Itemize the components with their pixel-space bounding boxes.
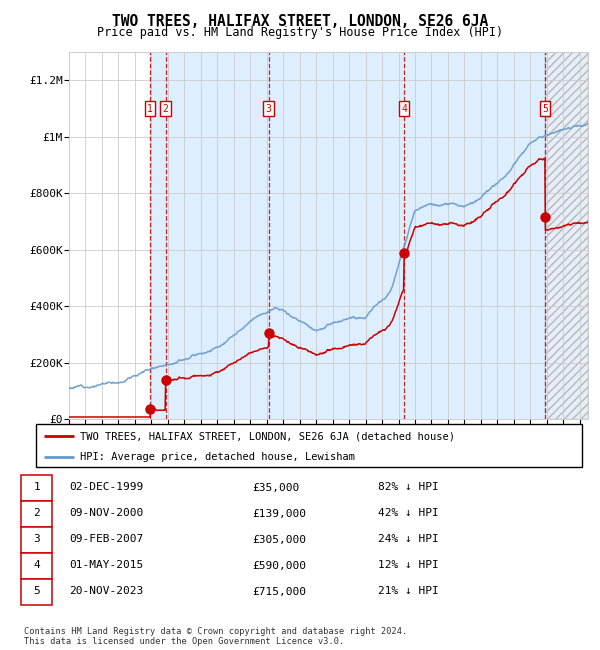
Text: 02-DEC-1999: 02-DEC-1999	[69, 482, 143, 493]
Text: 3: 3	[266, 104, 271, 114]
Text: £305,000: £305,000	[252, 534, 306, 545]
Text: 21% ↓ HPI: 21% ↓ HPI	[378, 586, 439, 597]
Text: £35,000: £35,000	[252, 482, 299, 493]
Text: 3: 3	[33, 534, 40, 545]
Bar	[545, 52, 588, 419]
FancyBboxPatch shape	[36, 424, 582, 467]
Text: 20-NOV-2023: 20-NOV-2023	[69, 586, 143, 597]
Text: Contains HM Land Registry data © Crown copyright and database right 2024.: Contains HM Land Registry data © Crown c…	[24, 627, 407, 636]
Text: 42% ↓ HPI: 42% ↓ HPI	[378, 508, 439, 519]
Text: 1: 1	[147, 104, 153, 114]
Text: 4: 4	[401, 104, 407, 114]
Text: 09-NOV-2000: 09-NOV-2000	[69, 508, 143, 519]
Text: 01-MAY-2015: 01-MAY-2015	[69, 560, 143, 571]
Text: £139,000: £139,000	[252, 508, 306, 519]
Text: HPI: Average price, detached house, Lewisham: HPI: Average price, detached house, Lewi…	[80, 452, 355, 462]
Text: 24% ↓ HPI: 24% ↓ HPI	[378, 534, 439, 545]
Text: 2: 2	[33, 508, 40, 519]
Text: This data is licensed under the Open Government Licence v3.0.: This data is licensed under the Open Gov…	[24, 637, 344, 646]
Text: 1: 1	[33, 482, 40, 493]
Bar	[150, 52, 545, 419]
Text: 2: 2	[163, 104, 169, 114]
Text: TWO TREES, HALIFAX STREET, LONDON, SE26 6JA (detached house): TWO TREES, HALIFAX STREET, LONDON, SE26 …	[80, 432, 455, 441]
Text: 09-FEB-2007: 09-FEB-2007	[69, 534, 143, 545]
Text: TWO TREES, HALIFAX STREET, LONDON, SE26 6JA: TWO TREES, HALIFAX STREET, LONDON, SE26 …	[112, 14, 488, 29]
Text: 4: 4	[33, 560, 40, 571]
Text: 5: 5	[542, 104, 548, 114]
Text: Price paid vs. HM Land Registry's House Price Index (HPI): Price paid vs. HM Land Registry's House …	[97, 26, 503, 39]
Text: 82% ↓ HPI: 82% ↓ HPI	[378, 482, 439, 493]
Text: 12% ↓ HPI: 12% ↓ HPI	[378, 560, 439, 571]
Text: £590,000: £590,000	[252, 560, 306, 571]
Text: 5: 5	[33, 586, 40, 597]
Text: £715,000: £715,000	[252, 586, 306, 597]
